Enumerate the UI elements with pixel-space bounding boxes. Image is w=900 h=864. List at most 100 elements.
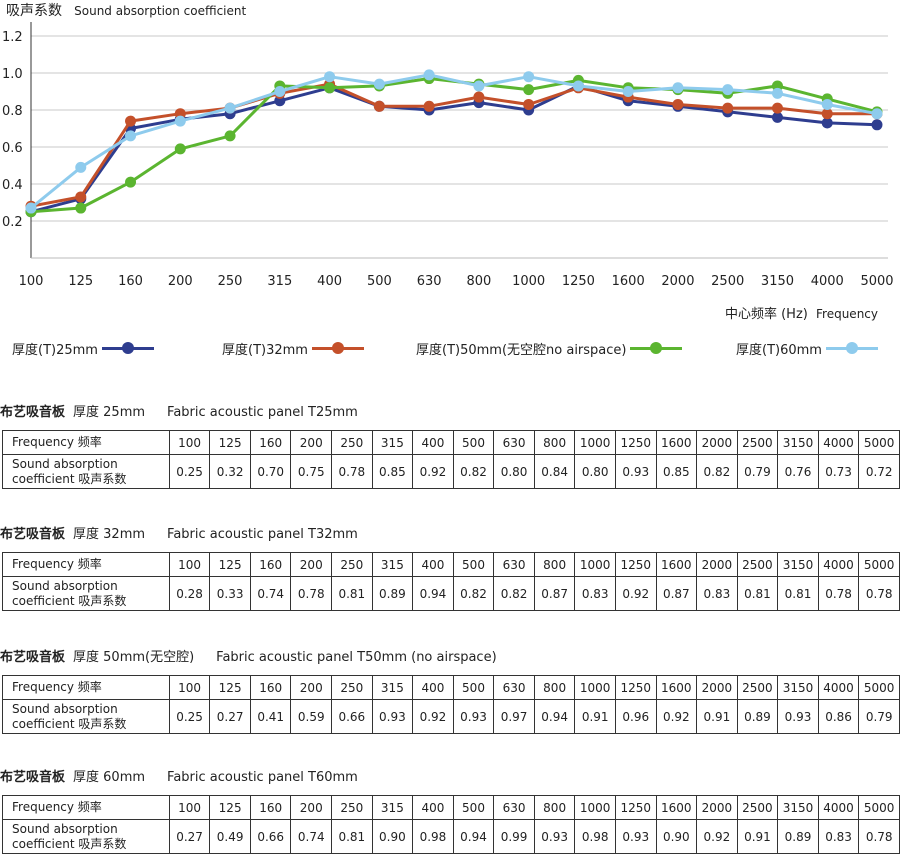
table-title-thickness: 厚度 60mm	[73, 770, 146, 785]
table-block: 布艺吸音板 厚度 25mm Fabric acoustic panel T25mm F…	[0, 403, 900, 489]
coefficient-cell: 0.79	[736, 454, 779, 489]
frequency-row: Frequency 频率 100 125 160 200 250 315 400 500 630 8…	[2, 675, 900, 700]
coefficient-label-line2: coefficient 吸声系数	[12, 716, 127, 731]
y-tick-label: 0.6	[2, 141, 23, 156]
frequency-cell: 2500	[736, 552, 779, 577]
table-title-cn: 布艺吸音板	[0, 650, 66, 665]
y-axis-label-cn: 吸声系数	[6, 3, 62, 19]
frequency-row-label: Frequency 频率	[2, 430, 170, 455]
frequency-cell: 400	[412, 675, 454, 700]
frequency-cell: 160	[249, 675, 292, 700]
series-point	[274, 86, 286, 97]
coefficient-cell: 0.97	[493, 699, 535, 734]
coefficient-cell: 0.78	[331, 454, 373, 489]
coefficient-cell: 0.93	[452, 699, 495, 734]
table-title: 布艺吸音板 厚度 60mm Fabric acoustic panel T60mm	[0, 768, 900, 788]
frequency-cell: 315	[371, 552, 414, 577]
frequency-cell: 160	[249, 552, 292, 577]
coefficient-cell: 0.92	[412, 454, 454, 489]
coefficient-cell: 0.25	[168, 454, 211, 489]
series-point	[373, 100, 385, 112]
coefficient-cell: 0.70	[249, 454, 292, 489]
frequency-cell: 100	[168, 795, 211, 820]
coefficient-cell: 0.27	[209, 699, 251, 734]
frequency-cell: 200	[290, 552, 333, 577]
coefficient-cell: 0.73	[817, 454, 860, 489]
coefficient-cell: 0.87	[655, 576, 698, 611]
frequency-cell: 630	[493, 430, 535, 455]
x-tick-label: 1600	[612, 274, 645, 289]
series-point	[25, 202, 37, 214]
coefficient-cell: 0.59	[290, 699, 333, 734]
y-tick-label: 1.2	[2, 30, 23, 45]
frequency-cell: 5000	[858, 430, 900, 455]
x-tick-label: 125	[68, 274, 93, 289]
coefficient-cell: 0.83	[696, 576, 738, 611]
series-point	[771, 111, 783, 123]
coefficient-cell: 0.93	[777, 699, 819, 734]
frequency-cell: 100	[168, 675, 211, 700]
legend-swatch-t32	[311, 342, 364, 354]
series-point	[572, 80, 584, 92]
y-tick-label: 1.0	[2, 67, 23, 82]
series-point	[373, 78, 385, 90]
frequency-cell: 1600	[655, 552, 698, 577]
x-tick-label: 3150	[761, 274, 794, 289]
frequency-cell: 4000	[817, 552, 860, 577]
table-title-thickness: 厚度 25mm	[73, 405, 146, 420]
table-title-cn: 布艺吸音板	[0, 770, 66, 785]
coefficient-cell: 0.92	[696, 819, 738, 854]
absorption-table: Frequency 频率 100 125 160 200 250 315 400 500 630 8…	[2, 675, 900, 734]
legend-label-t60: 厚度(T)60mm	[736, 343, 822, 358]
coefficient-cell: 0.72	[858, 454, 900, 489]
y-tick-label: 0.8	[2, 104, 23, 119]
series-point	[324, 71, 336, 83]
coefficient-label-line1: Sound absorption	[12, 701, 118, 716]
series-point	[622, 86, 634, 97]
coefficient-cell: 0.78	[858, 819, 900, 854]
coefficient-cell: 0.75	[290, 454, 333, 489]
coefficient-cell: 0.74	[249, 576, 292, 611]
coefficient-label-line2: coefficient 吸声系数	[12, 593, 127, 608]
series-point	[672, 98, 684, 110]
coefficient-cell: 0.92	[655, 699, 698, 734]
coefficient-cell: 0.93	[614, 454, 657, 489]
series-line	[30, 73, 878, 210]
x-tick-label: 160	[118, 274, 143, 289]
frequency-row: Frequency 频率 100 125 160 200 250 315 400 500 630 8…	[2, 795, 900, 820]
absorption-table: Frequency 频率 100 125 160 200 250 315 400 500 630 8…	[2, 430, 900, 489]
y-axis-label: 吸声系数 Sound absorption coefficient	[6, 0, 246, 20]
legend-label-t50: 厚度(T)50mm(无空腔no airspace)	[416, 343, 627, 358]
coefficient-cell: 0.96	[614, 699, 657, 734]
series-point	[871, 119, 883, 131]
coefficient-cell: 0.89	[777, 819, 819, 854]
y-tick-label: 0.4	[2, 178, 23, 193]
absorption-table: Frequency 频率 100 125 160 200 250 315 400 500 630 8…	[2, 795, 900, 854]
series-point	[473, 80, 485, 92]
frequency-cell: 1250	[614, 795, 657, 820]
coefficient-cell: 0.81	[736, 576, 779, 611]
coefficient-cell: 0.80	[493, 454, 535, 489]
series-point	[771, 102, 783, 114]
x-tick-label: 4000	[811, 274, 844, 289]
series-point	[523, 71, 535, 83]
series-point	[75, 202, 87, 214]
x-axis-title-cn: 中心频率 (Hz)	[724, 307, 808, 322]
coefficient-cell: 0.81	[331, 819, 373, 854]
coefficient-cell: 0.99	[493, 819, 535, 854]
coefficient-row-label: Sound absorption coefficient 吸声系数	[2, 819, 170, 854]
coefficient-cell: 0.33	[209, 576, 251, 611]
coefficient-cell: 0.49	[209, 819, 251, 854]
coefficient-cell: 0.90	[655, 819, 698, 854]
coefficient-row: Sound absorption coefficient 吸声系数 0.27 0.49…	[2, 819, 900, 854]
legend-item-t50: 厚度(T)50mm(无空腔no airspace)	[416, 339, 683, 358]
series-line	[30, 84, 878, 214]
coefficient-cell: 0.91	[696, 699, 738, 734]
frequency-cell: 100	[168, 552, 211, 577]
coefficient-cell: 0.90	[371, 819, 414, 854]
coefficient-label-line1: Sound absorption	[12, 456, 118, 471]
series-point	[125, 176, 137, 188]
frequency-cell: 2500	[736, 675, 779, 700]
frequency-cell: 500	[452, 795, 495, 820]
series-point	[672, 82, 684, 94]
